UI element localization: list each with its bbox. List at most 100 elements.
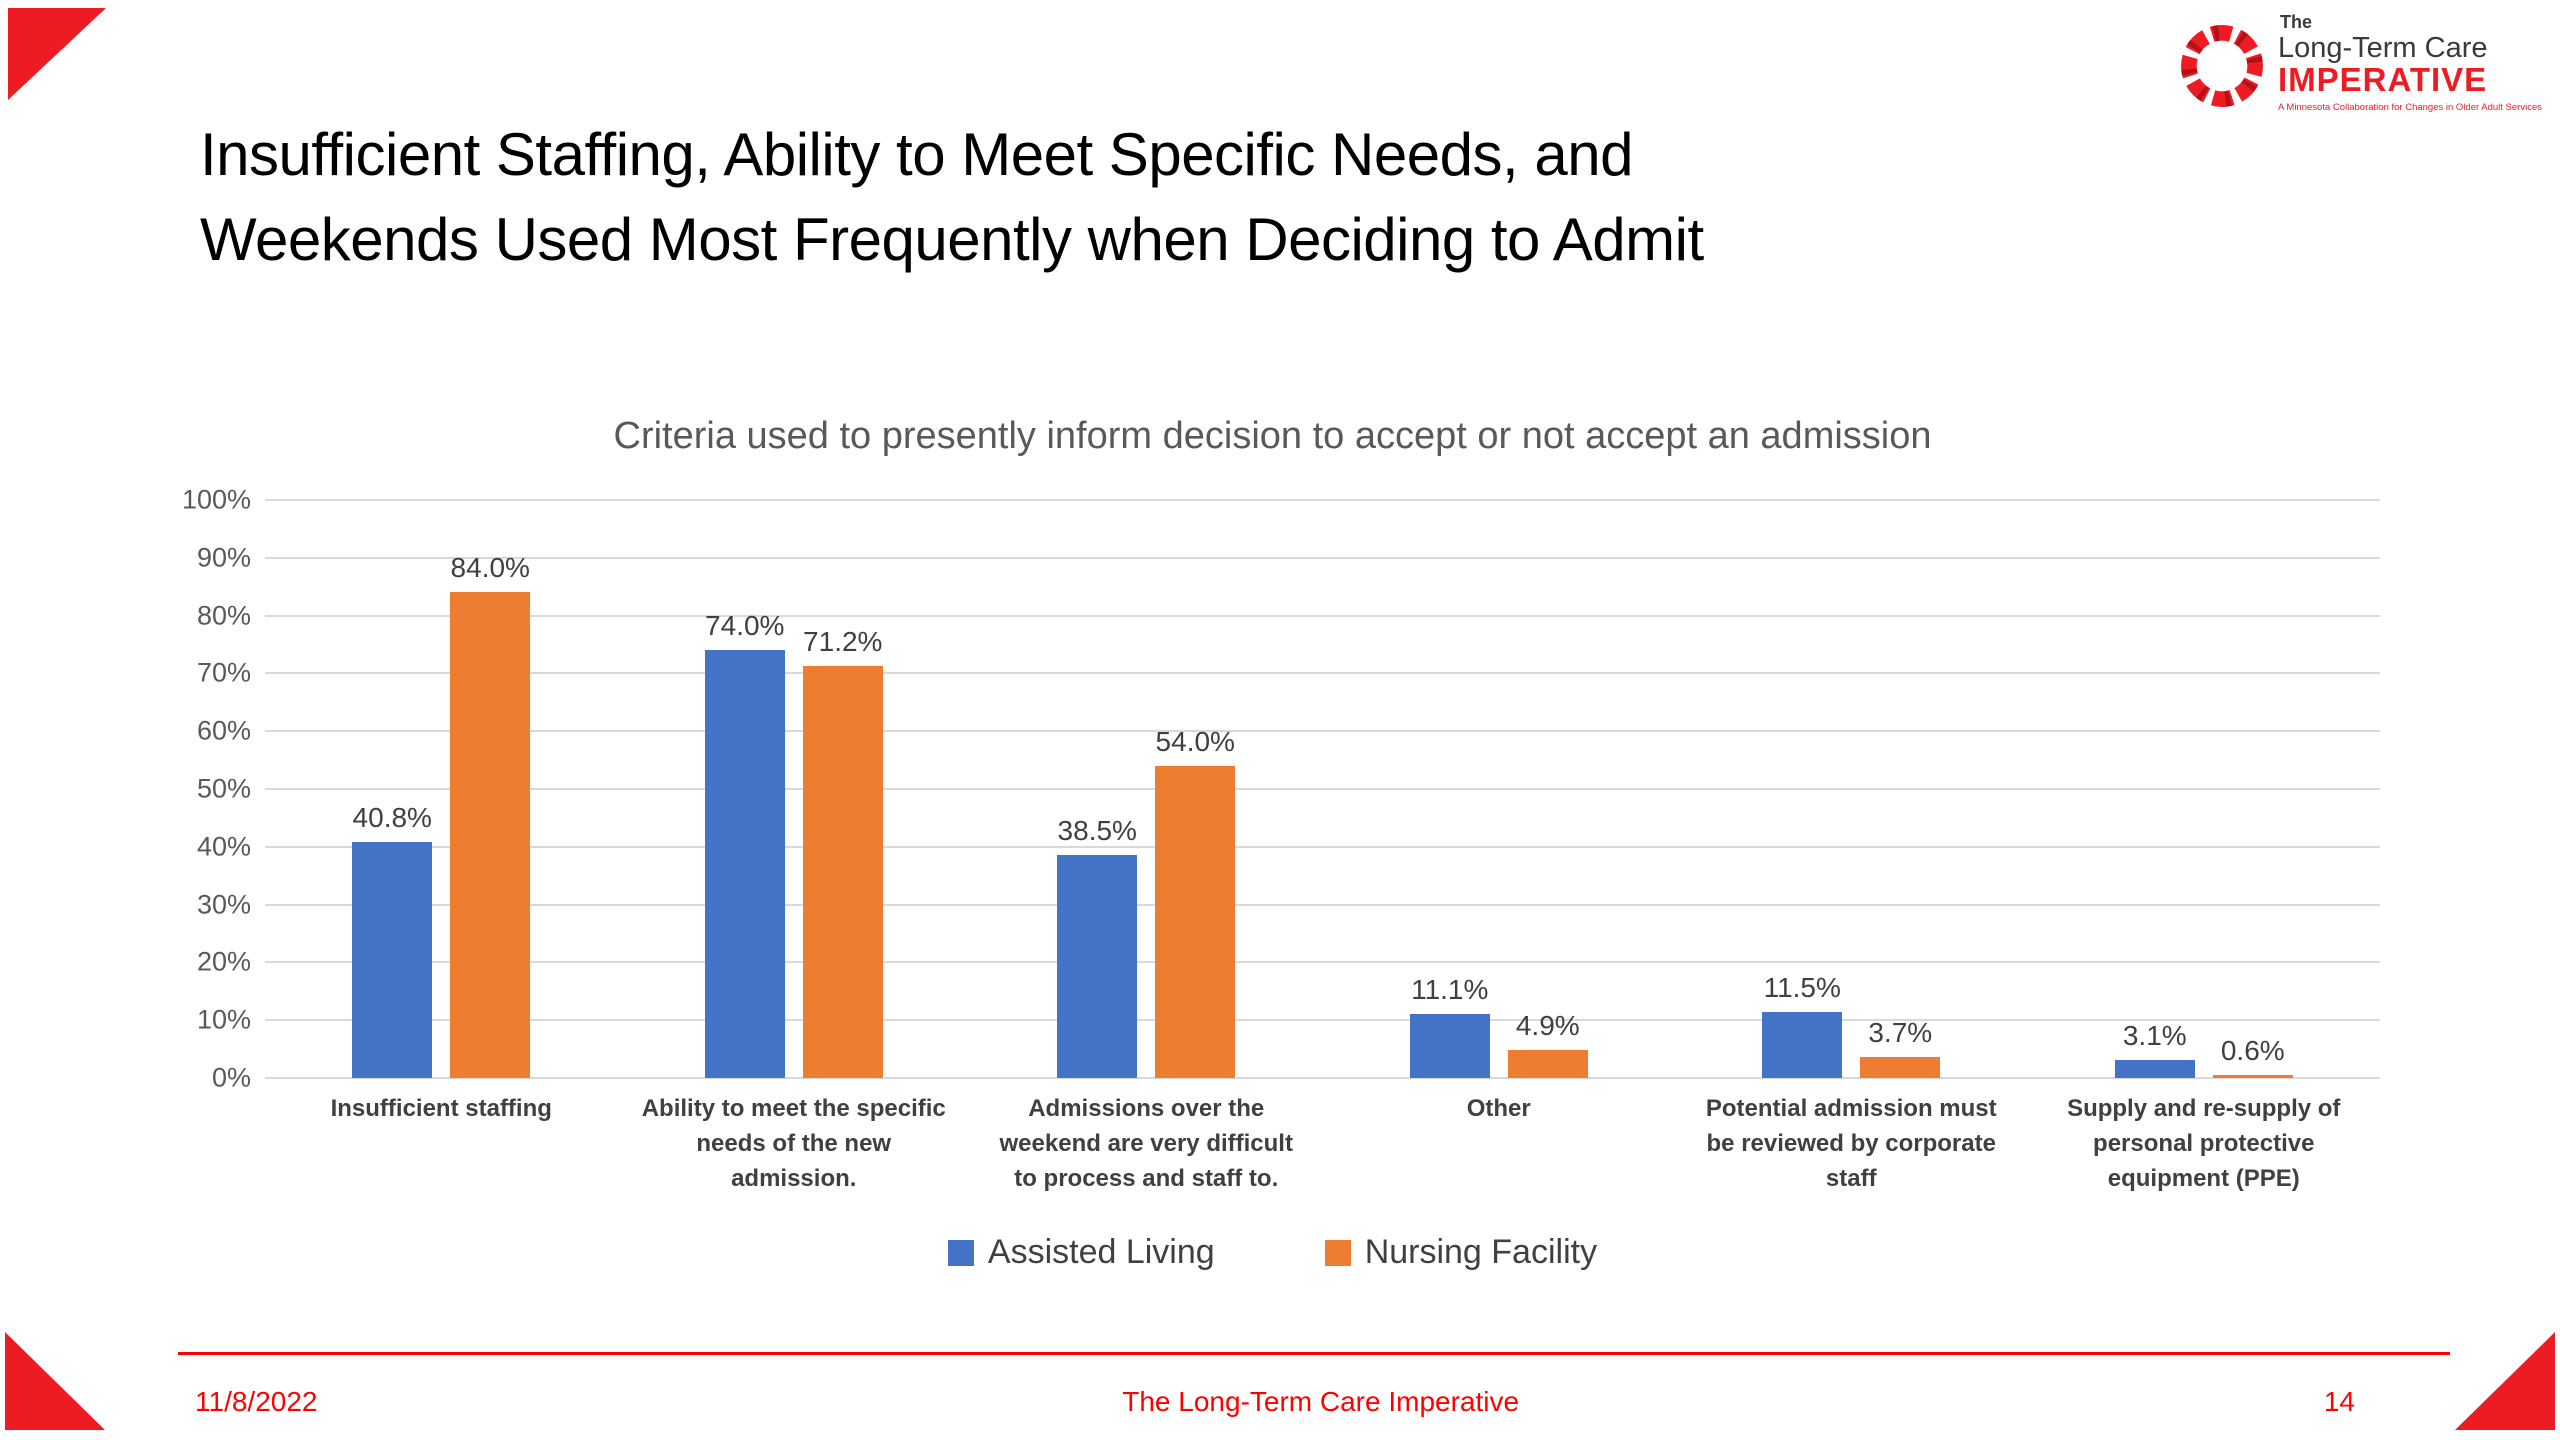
slide-title-line-2: Weekends Used Most Frequently when Decid… [200, 206, 1704, 274]
category-label: Admissions over the weekend are very dif… [999, 1095, 1293, 1192]
data-label: 54.0% [1155, 725, 1235, 757]
y-axis-tick-label: 50% [196, 773, 251, 804]
data-label: 40.8% [352, 802, 432, 834]
legend-label: Assisted Living [987, 1233, 1215, 1271]
chart-title: Criteria used to presently inform decisi… [613, 415, 1932, 457]
gridline [265, 499, 2380, 501]
y-axis-tick-label: 10% [196, 1004, 251, 1035]
corner-triangle-bottom-right [2455, 1332, 2555, 1430]
gridline [265, 1019, 2380, 1022]
data-label: 11.5% [1763, 971, 1841, 1003]
bar-fill [352, 842, 433, 1078]
data-label: 38.5% [1057, 815, 1137, 847]
bar-group: 74.0% 71.2% [618, 500, 971, 1078]
legend-item-nursing-facility: Nursing Facility [1324, 1233, 1598, 1272]
bar-nursing-facility: 71.2% [802, 626, 883, 1078]
y-axis-tick-label: 80% [196, 600, 251, 631]
y-axis-tick-label: 30% [196, 889, 251, 920]
footer-divider-line [178, 1352, 2450, 1355]
category-label: Insufficient staffing [330, 1095, 552, 1122]
y-axis-tick-label: 60% [196, 715, 251, 746]
category-label: Potential admission must be reviewed by … [1705, 1095, 1997, 1192]
data-label: 0.6% [2220, 1034, 2285, 1066]
logo-tagline: A Minnesota Collaboration for Changes in… [2277, 102, 2542, 114]
bar-nursing-facility: 84.0% [450, 552, 531, 1078]
data-label: 11.1% [1411, 973, 1489, 1005]
page-number: 14 [2323, 1386, 2355, 1417]
chart-legend: Assisted Living Nursing Facility [165, 1233, 2380, 1272]
y-axis: 0% 10% 20% 30% 40% 50% 60% 70% 80% 90% 100% [165, 485, 265, 1093]
y-axis-tick-label: 70% [196, 657, 251, 688]
plot-area: 40.8% 84.0% 74.0% 71.2% 38.5% 54.0% 11.1% 4.9% 1… [265, 499, 2380, 1079]
category-label: Other [1466, 1095, 1531, 1122]
logo-name-line1: Long-Term Care [2277, 32, 2488, 64]
category-cell: Ability to meet the specific needs of th… [618, 1092, 971, 1196]
footer-center-text: The Long-Term Care Imperative [1122, 1386, 1520, 1417]
y-axis-tick-label: 20% [196, 946, 251, 977]
bar-groups: 40.8% 84.0% 74.0% 71.2% 38.5% 54.0% 11.1% 4.9% 1… [265, 500, 2380, 1078]
bar-fill [1762, 1011, 1843, 1078]
category-label: Supply and re-supply of personal protect… [2067, 1095, 2341, 1192]
gridline [265, 788, 2380, 790]
logo-the: The [2279, 12, 2312, 32]
category-cell: Supply and re-supply of personal protect… [2028, 1092, 2381, 1196]
bar-fill [1409, 1013, 1490, 1078]
data-label: 71.2% [803, 626, 883, 658]
gridline [265, 845, 2380, 848]
footer: 11/8/2022 The Long-Term Care Imperative … [195, 1386, 2355, 1418]
bar-assisted-living: 38.5% [1057, 815, 1138, 1078]
data-label: 3.1% [2122, 1020, 2187, 1052]
gridline [265, 672, 2380, 675]
category-cell: Insufficient staffing [265, 1092, 618, 1196]
bar-group: 11.1% 4.9% [1323, 500, 1676, 1078]
category-cell: Other [1323, 1092, 1676, 1196]
bar-assisted-living: 11.1% [1409, 974, 1490, 1078]
data-label: 84.0% [450, 552, 530, 584]
bar-fill [1057, 855, 1138, 1078]
bar-fill [2212, 1074, 2293, 1078]
logo-text: The Long-Term Care IMPERATIVE A Minnesot… [2278, 12, 2542, 113]
gridline [265, 961, 2380, 964]
bar-assisted-living: 74.0% [704, 610, 785, 1078]
gridline [265, 556, 2380, 559]
bar-fill [2114, 1060, 2195, 1078]
y-axis-tick-label: 40% [196, 831, 251, 862]
y-axis-tick-label: 90% [196, 542, 251, 573]
category-cell: Admissions over the weekend are very dif… [970, 1092, 1323, 1196]
data-label: 74.0% [705, 610, 785, 642]
corner-triangle-top-left [8, 8, 106, 100]
corner-triangle-bottom-left [5, 1332, 105, 1430]
bar-fill [1507, 1049, 1588, 1078]
data-label: 3.7% [1868, 1016, 1933, 1048]
logo-name-line2: IMPERATIVE [2277, 61, 2488, 99]
gridline [265, 1077, 2380, 1079]
slide-title-line-1: Insufficient Staffing, Ability to Meet S… [200, 121, 1633, 188]
bar-fill [1155, 765, 1236, 1078]
bar-group: 11.5% 3.7% [1675, 500, 2028, 1078]
data-label: 4.9% [1515, 1009, 1580, 1041]
bar-assisted-living: 3.1% [2114, 1020, 2195, 1078]
gridline [265, 903, 2380, 906]
legend-label: Nursing Facility [1364, 1233, 1598, 1271]
bar-group: 38.5% 54.0% [970, 500, 1323, 1078]
bar-chart: Criteria used to presently inform decisi… [165, 415, 2380, 1345]
gridline [265, 730, 2380, 733]
gridline [265, 614, 2380, 617]
pinwheel-logo-icon [2181, 25, 2263, 107]
bar-assisted-living: 40.8% [352, 802, 433, 1078]
category-cell: Potential admission must be reviewed by … [1675, 1092, 2028, 1196]
bar-nursing-facility: 0.6% [2212, 1035, 2293, 1078]
bar-fill [704, 650, 785, 1078]
bar-group: 3.1% 0.6% [2028, 500, 2381, 1078]
footer-date: 11/8/2022 [195, 1386, 318, 1417]
bar-nursing-facility: 54.0% [1155, 726, 1236, 1078]
bar-nursing-facility: 4.9% [1507, 1010, 1588, 1078]
bar-fill [802, 666, 883, 1078]
legend-swatch-icon [947, 1239, 974, 1266]
bar-assisted-living: 11.5% [1762, 972, 1843, 1078]
long-term-care-imperative-logo: The Long-Term Care IMPERATIVE A Minnesot… [2176, 12, 2542, 113]
slide-title: Insufficient Staffing, Ability to Meet S… [200, 112, 2260, 282]
category-label: Ability to meet the specific needs of th… [641, 1095, 946, 1192]
legend-swatch-icon [1324, 1239, 1351, 1266]
